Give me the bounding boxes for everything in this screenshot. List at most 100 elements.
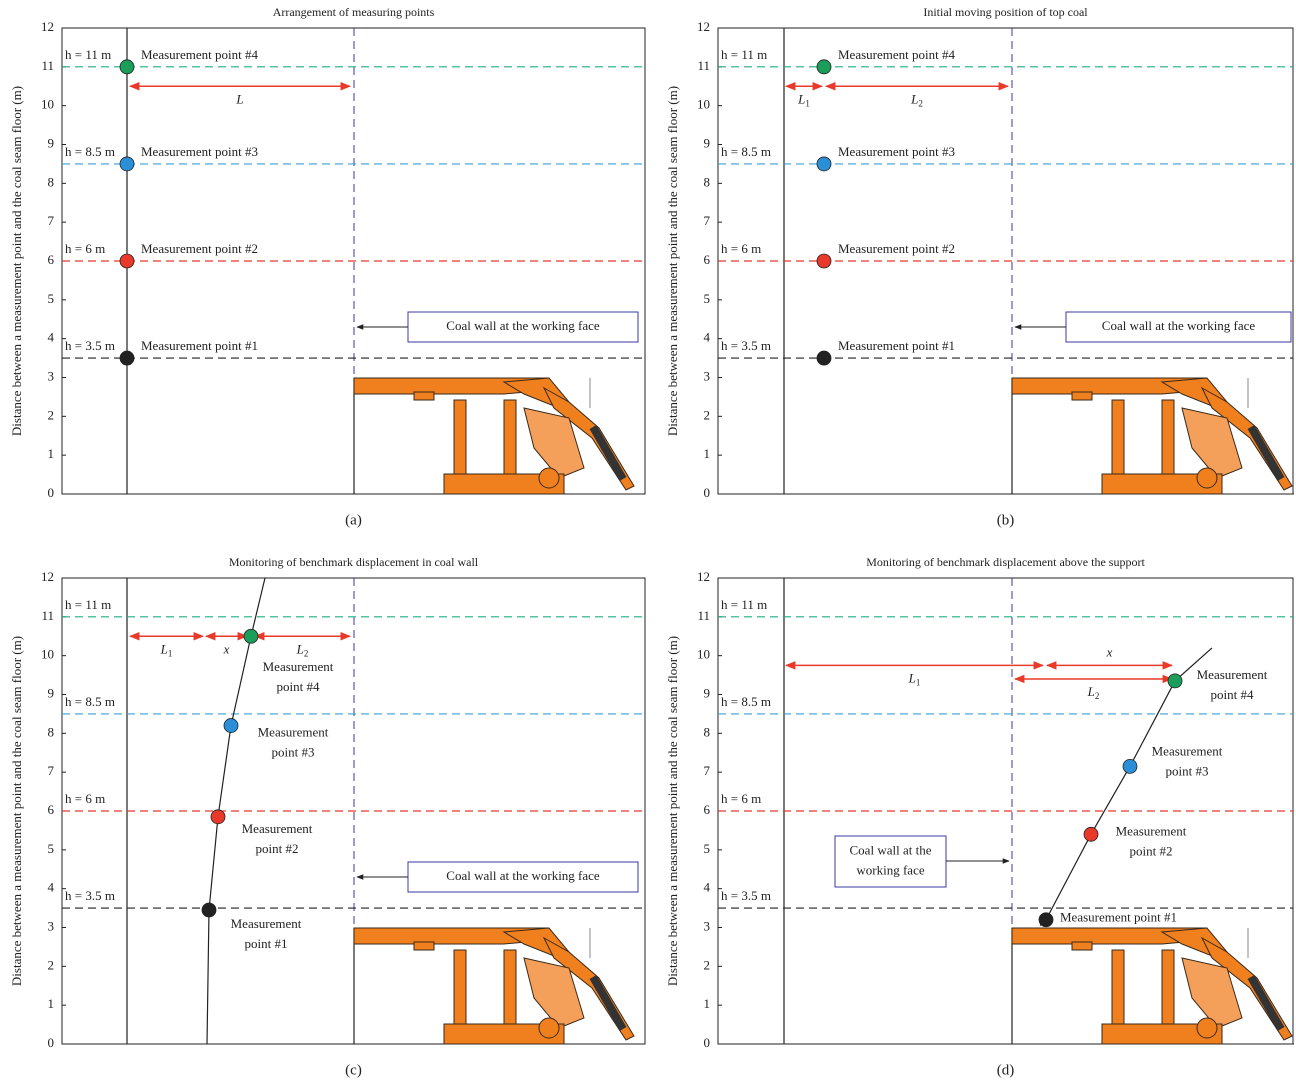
y-tick-label: 3 [704, 368, 711, 383]
point-label: Measurement [1197, 667, 1268, 682]
y-tick-label: 5 [704, 841, 711, 856]
y-tick-label: 3 [704, 918, 711, 933]
y-tick-label: 10 [697, 647, 710, 662]
measurement-point [1084, 827, 1098, 841]
level-label: h = 6 m [721, 791, 761, 806]
y-tick-label: 4 [704, 880, 711, 895]
y-tick-label: 2 [48, 407, 55, 422]
y-tick-label: 11 [41, 58, 54, 73]
level-label: h = 6 m [65, 791, 105, 806]
y-tick-label: 5 [48, 841, 55, 856]
joint [1197, 1018, 1217, 1038]
point-label: Measurement point #3 [141, 144, 258, 159]
y-tick-label: 1 [48, 446, 55, 461]
hydraulic-support [354, 928, 636, 1044]
dimension-subscript: 2 [1095, 691, 1100, 701]
level-label: h = 8.5 m [65, 144, 115, 159]
y-tick-label: 0 [48, 485, 55, 500]
level-label: h = 3.5 m [65, 338, 115, 353]
y-axis-label: Distance between a measurement point and… [9, 636, 24, 986]
measurement-point [817, 351, 831, 365]
point-label: Measurement point #2 [838, 241, 955, 256]
y-tick-label: 7 [704, 763, 711, 778]
level-label: h = 11 m [721, 597, 767, 612]
joint [539, 468, 559, 488]
y-tick-label: 7 [48, 213, 55, 228]
point-label: Measurement [1152, 743, 1223, 758]
y-tick-label: 11 [697, 608, 710, 623]
y-tick-label: 5 [48, 291, 55, 306]
panel-title: Monitoring of benchmark displacement abo… [866, 555, 1145, 569]
panel-caption: (c) [345, 1062, 362, 1078]
hydraulic-support [354, 378, 636, 494]
y-axis-label: Distance between a measurement point and… [665, 636, 680, 986]
cylinder [1248, 425, 1285, 481]
y-tick-label: 2 [704, 407, 711, 422]
point-label: Measurement point #3 [838, 144, 955, 159]
point-label: point #1 [245, 936, 288, 951]
y-tick-label: 12 [697, 19, 710, 34]
wall-label: Coal wall at the working face [446, 868, 600, 883]
level-label: h = 3.5 m [65, 888, 115, 903]
dimension-subscript: 1 [805, 98, 810, 108]
cylinder [1248, 975, 1285, 1031]
y-tick-label: 12 [41, 19, 54, 34]
point-label: Measurement point #4 [838, 47, 955, 62]
point-label: Measurement [231, 916, 302, 931]
measurement-point [1123, 759, 1137, 773]
measurement-point [120, 351, 134, 365]
panel-title: Monitoring of benchmark displacement in … [229, 555, 479, 569]
dimension-symbol: L [1087, 684, 1095, 699]
y-axis-label: Distance between a measurement point and… [665, 86, 680, 436]
measurement-point [817, 157, 831, 171]
y-tick-label: 6 [704, 252, 711, 267]
point-label: point #4 [1211, 687, 1254, 702]
measurement-point [224, 719, 238, 733]
y-tick-label: 0 [48, 1035, 55, 1050]
dimension-symbol: L [797, 91, 805, 106]
y-tick-label: 10 [697, 97, 710, 112]
y-tick-label: 9 [48, 685, 55, 700]
level-label: h = 8.5 m [65, 694, 115, 709]
dimension-subscript: 1 [916, 677, 921, 687]
dimension-symbol: L [235, 91, 243, 106]
dimension-symbol: L [910, 91, 918, 106]
point-label: Measurement point #1 [838, 338, 955, 353]
point-label: Measurement point #1 [1060, 910, 1177, 925]
wall-label: Coal wall at the working face [446, 318, 600, 333]
measurement-point [817, 60, 831, 74]
deformed-line [1040, 648, 1212, 926]
panel-caption: (a) [345, 512, 362, 528]
y-tick-label: 2 [48, 957, 55, 972]
point-label: Measurement point #4 [141, 47, 258, 62]
panel-caption: (b) [997, 512, 1015, 528]
y-tick-label: 2 [704, 957, 711, 972]
y-tick-label: 6 [48, 802, 55, 817]
dimension-label: L2 [296, 641, 309, 658]
y-tick-label: 11 [697, 58, 710, 73]
y-tick-label: 4 [48, 330, 55, 345]
joint [1197, 468, 1217, 488]
y-axis-label: Distance between a measurement point and… [9, 86, 24, 436]
y-tick-label: 0 [704, 1035, 711, 1050]
y-tick-label: 6 [48, 252, 55, 267]
level-label: h = 8.5 m [721, 144, 771, 159]
panel-title: Arrangement of measuring points [273, 5, 435, 19]
dimension-label: L2 [910, 91, 923, 108]
dimension-symbol: L [908, 670, 916, 685]
y-tick-label: 10 [41, 97, 54, 112]
hydraulic-support [1012, 378, 1294, 494]
point-label: Measurement point #2 [141, 241, 258, 256]
wall-label: Coal wall at the [850, 842, 932, 857]
point-label: point #2 [256, 841, 299, 856]
y-tick-label: 6 [704, 802, 711, 817]
point-label: Measurement [242, 821, 313, 836]
figure: Arrangement of measuring points (a) Distan… [0, 0, 1296, 1091]
point-label: point #4 [277, 679, 320, 694]
y-tick-label: 1 [704, 446, 711, 461]
y-tick-label: 8 [48, 174, 55, 189]
level-label: h = 3.5 m [721, 888, 771, 903]
y-tick-label: 9 [704, 135, 711, 150]
level-label: h = 8.5 m [721, 694, 771, 709]
dimension-label: L1 [160, 641, 173, 658]
